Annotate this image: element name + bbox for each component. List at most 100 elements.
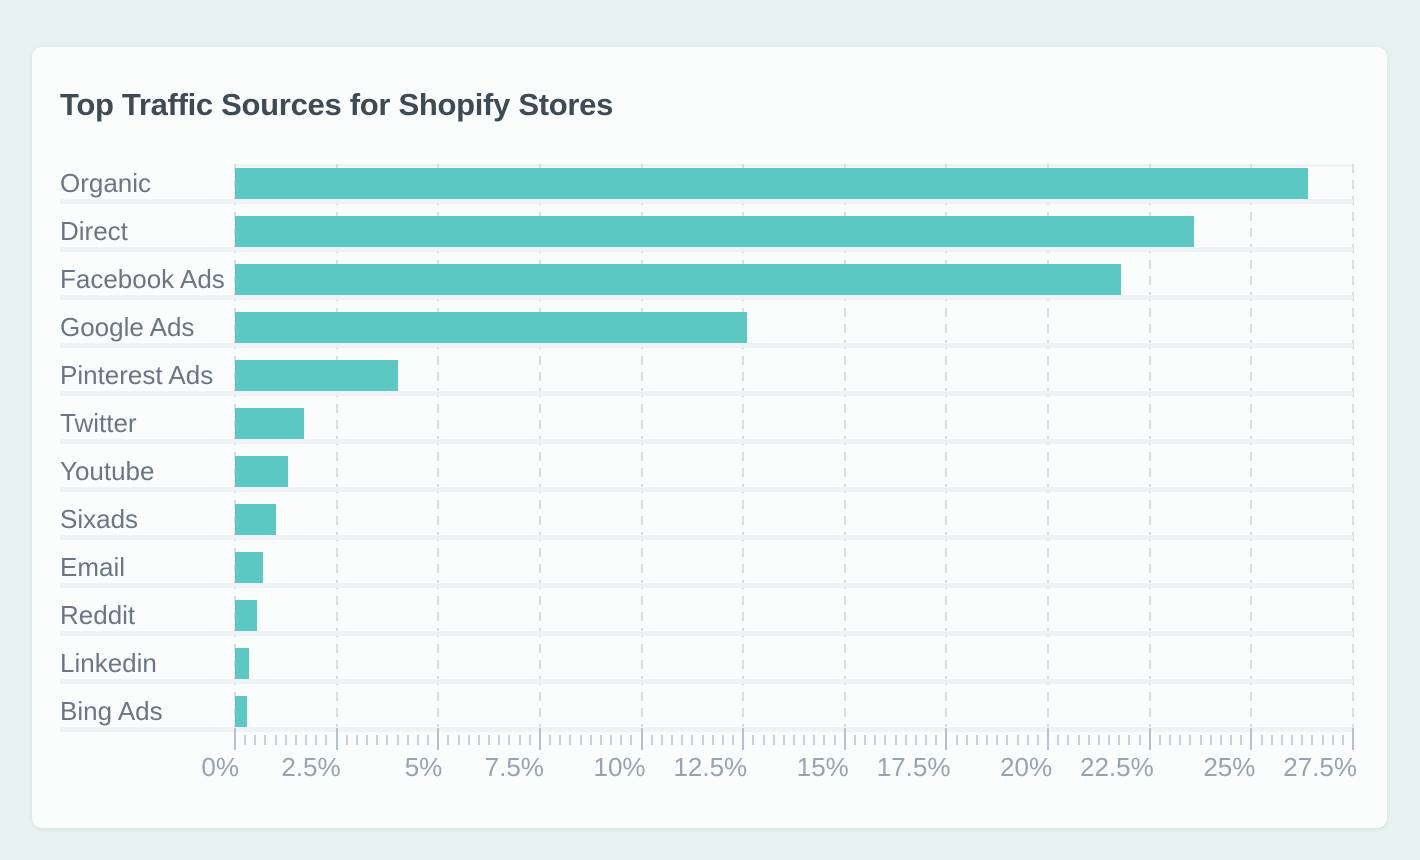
x-axis-minor-tick [1016,735,1019,745]
row-separator [60,343,1353,348]
bar-email [235,552,264,583]
x-tick-label: 17.5% [876,752,951,782]
x-axis-minor-tick [650,735,653,745]
x-axis-minor-tick [894,735,897,745]
x-axis-minor-tick [528,735,531,745]
chart-row: Twitter [60,404,1353,452]
x-axis-minor-tick [376,735,379,745]
x-axis-minor-tick [477,735,480,745]
x-tick-label: 22.5% [1079,752,1154,782]
x-axis-minor-tick [244,735,247,745]
x-axis-minor-tick [589,735,592,745]
grid-line [1250,164,1253,736]
chart-row: Google Ads [60,308,1353,356]
x-axis-minor-tick [1108,735,1111,745]
x-axis-major-tick [843,728,846,750]
x-axis-minor-tick [1209,735,1212,745]
x-axis-minor-tick [762,735,765,745]
chart-title: Top Traffic Sources for Shopify Stores [60,87,614,122]
x-axis-minor-tick [721,735,724,745]
grid-line [742,164,745,736]
x-axis-minor-tick [671,735,674,745]
x-axis-minor-tick [1230,735,1233,745]
bar-google-ads [235,312,748,343]
x-axis-minor-tick [1260,735,1263,745]
row-label: Youtube [60,456,155,486]
x-axis-major-tick [1250,728,1253,750]
x-axis-major-tick [742,728,745,750]
x-axis-minor-tick [864,735,867,745]
grid-line [1047,164,1050,736]
x-axis-minor-tick [396,735,399,745]
x-axis-minor-tick [386,735,389,745]
x-axis-minor-tick [305,735,308,745]
x-axis-minor-tick [508,735,511,745]
row-label: Direct [60,216,128,246]
x-axis-minor-tick [610,735,613,745]
x-axis-minor-tick [1291,735,1294,745]
chart-row: Linkedin [60,644,1353,692]
x-axis-minor-tick [1179,735,1182,745]
row-separator [60,295,1353,300]
x-axis-major-tick [335,728,338,750]
x-axis-minor-tick [427,735,430,745]
x-axis-minor-tick [996,735,999,745]
x-axis-minor-tick [447,735,450,745]
x-axis-minor-tick [904,735,907,745]
x-axis-minor-tick [1128,735,1131,745]
row-label: Twitter [60,408,137,438]
x-axis-minor-tick [264,735,267,745]
row-separator [60,535,1353,540]
x-axis-minor-tick [1036,735,1039,745]
x-tick-label: 7.5% [484,752,544,782]
x-axis-minor-tick [467,735,470,745]
x-axis-minor-tick [813,735,816,745]
grid-line [945,164,948,736]
x-tick-label: 0% [201,752,239,782]
x-axis-minor-tick [782,735,785,745]
grid-line [437,164,440,736]
x-axis-minor-tick [803,735,806,745]
x-axis-minor-tick [1199,735,1202,745]
chart-row: Email [60,548,1353,596]
x-tick-label: 10% [593,752,646,782]
x-axis-minor-tick [833,735,836,745]
chart-row: Bing Ads [60,692,1353,740]
row-separator [60,391,1353,396]
x-axis-minor-tick [366,735,369,745]
x-axis-minor-tick [315,735,318,745]
x-tick-label: 15% [796,752,849,782]
x-axis-minor-tick [1270,735,1273,745]
chart-row: Pinterest Ads [60,356,1353,404]
x-axis-minor-tick [752,735,755,745]
row-label: Google Ads [60,312,195,342]
row-label: Email [60,552,126,582]
bar-twitter [235,408,305,439]
x-axis-minor-tick [345,735,348,745]
x-axis-minor-tick [274,735,277,745]
x-axis-minor-tick [1341,735,1344,745]
x-axis-major-tick [1047,728,1050,750]
chart-row: Sixads [60,500,1353,548]
x-tick-label: 20% [1000,752,1053,782]
x-axis-minor-tick [975,735,978,745]
x-axis-minor-tick [569,735,572,745]
x-axis-minor-tick [1118,735,1121,745]
x-axis-minor-tick [691,735,694,745]
x-axis-major-tick [234,728,236,750]
row-separator [60,583,1353,588]
x-axis-minor-tick [1138,735,1141,745]
x-axis-minor-tick [681,735,684,745]
x-axis-minor-tick [853,735,856,745]
x-tick-label: 5% [404,752,443,782]
x-axis-minor-tick [965,735,968,745]
x-axis-minor-tick [660,735,663,745]
chart-row: Reddit [60,596,1353,644]
x-axis-minor-tick [1067,735,1070,745]
row-label: Sixads [60,504,139,534]
x-axis-minor-tick [1077,735,1080,745]
x-axis-minor-tick [986,735,989,745]
x-axis-minor-tick [559,735,562,745]
chart-row: Facebook Ads [60,260,1353,308]
bar-linkedin [235,648,250,679]
